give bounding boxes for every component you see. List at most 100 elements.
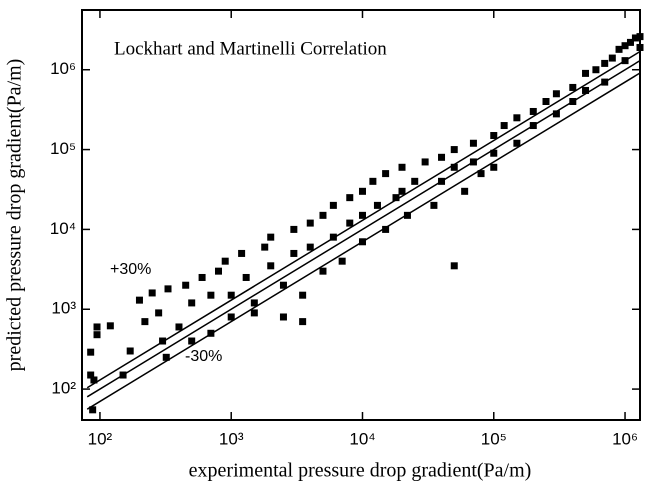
point bbox=[631, 34, 639, 42]
x-tick-label: 10⁴ bbox=[349, 429, 375, 448]
y-tick-label: 10⁴ bbox=[50, 219, 76, 238]
point bbox=[601, 59, 609, 67]
point bbox=[615, 45, 623, 53]
point bbox=[438, 177, 446, 185]
point bbox=[119, 371, 127, 379]
y-axis-label: predicted pressure drop gradient(Pa/m) bbox=[4, 59, 26, 372]
point bbox=[250, 299, 258, 307]
point bbox=[421, 158, 429, 166]
point bbox=[358, 211, 366, 219]
point bbox=[299, 291, 307, 299]
point bbox=[373, 201, 381, 209]
point bbox=[592, 66, 600, 74]
point bbox=[227, 291, 235, 299]
point bbox=[290, 225, 298, 233]
point bbox=[90, 376, 98, 384]
point bbox=[175, 323, 183, 331]
point bbox=[188, 337, 196, 345]
point bbox=[636, 43, 644, 51]
x-axis-label: experimental pressure drop gradient(Pa/m… bbox=[189, 460, 532, 482]
point bbox=[529, 107, 537, 115]
point bbox=[207, 329, 215, 337]
reference-line bbox=[86, 59, 641, 398]
point bbox=[569, 83, 577, 91]
point bbox=[513, 139, 521, 147]
point bbox=[358, 238, 366, 246]
point bbox=[346, 219, 354, 227]
point bbox=[279, 313, 287, 321]
y-tick-label: 10² bbox=[51, 379, 76, 398]
point bbox=[358, 187, 366, 195]
x-tick-label: 10⁵ bbox=[481, 429, 507, 448]
point bbox=[469, 158, 477, 166]
point bbox=[513, 114, 521, 122]
point bbox=[490, 149, 498, 157]
annotation: -30% bbox=[185, 348, 222, 365]
point bbox=[198, 273, 206, 281]
chart-title: Lockhart and Martinelli Correlation bbox=[114, 38, 387, 59]
point bbox=[500, 122, 508, 130]
y-tick-label: 10³ bbox=[51, 299, 76, 318]
reference-line bbox=[86, 50, 641, 389]
point bbox=[238, 249, 246, 257]
point bbox=[221, 257, 229, 265]
point bbox=[227, 313, 235, 321]
point bbox=[214, 267, 222, 275]
y-tick-label: 10⁶ bbox=[50, 59, 76, 78]
point bbox=[329, 233, 337, 241]
x-tick-label: 10⁶ bbox=[612, 429, 638, 448]
point bbox=[329, 201, 337, 209]
point bbox=[398, 187, 406, 195]
point bbox=[382, 170, 390, 178]
point bbox=[106, 322, 114, 330]
point bbox=[267, 262, 275, 270]
point bbox=[542, 98, 550, 106]
point bbox=[608, 54, 616, 62]
point bbox=[87, 348, 95, 356]
point bbox=[93, 331, 101, 339]
point bbox=[582, 69, 590, 77]
point bbox=[477, 170, 485, 178]
point bbox=[188, 299, 196, 307]
point bbox=[162, 353, 170, 361]
point bbox=[392, 194, 400, 202]
point bbox=[403, 211, 411, 219]
point bbox=[261, 243, 269, 251]
point bbox=[430, 201, 438, 209]
point bbox=[582, 86, 590, 94]
point bbox=[93, 323, 101, 331]
annotation: +30% bbox=[110, 261, 151, 278]
point bbox=[267, 233, 275, 241]
point bbox=[250, 309, 258, 317]
point bbox=[182, 281, 190, 289]
point bbox=[242, 273, 250, 281]
point bbox=[346, 194, 354, 202]
point bbox=[438, 153, 446, 161]
point bbox=[411, 177, 419, 185]
point bbox=[490, 163, 498, 171]
point bbox=[636, 33, 644, 41]
point bbox=[135, 296, 143, 304]
point bbox=[450, 262, 458, 270]
point bbox=[461, 187, 469, 195]
point bbox=[299, 318, 307, 326]
x-tick-label: 10³ bbox=[219, 429, 244, 448]
point bbox=[279, 281, 287, 289]
x-tick-label: 10² bbox=[88, 429, 113, 448]
point bbox=[490, 132, 498, 140]
point bbox=[319, 211, 327, 219]
point bbox=[306, 219, 314, 227]
point bbox=[155, 309, 163, 317]
point bbox=[621, 42, 629, 50]
y-tick-label: 10⁵ bbox=[50, 139, 76, 158]
point bbox=[569, 98, 577, 106]
point bbox=[290, 249, 298, 257]
point bbox=[398, 163, 406, 171]
point bbox=[382, 225, 390, 233]
point bbox=[469, 139, 477, 147]
point bbox=[87, 371, 95, 379]
point bbox=[552, 90, 560, 98]
point bbox=[601, 78, 609, 86]
